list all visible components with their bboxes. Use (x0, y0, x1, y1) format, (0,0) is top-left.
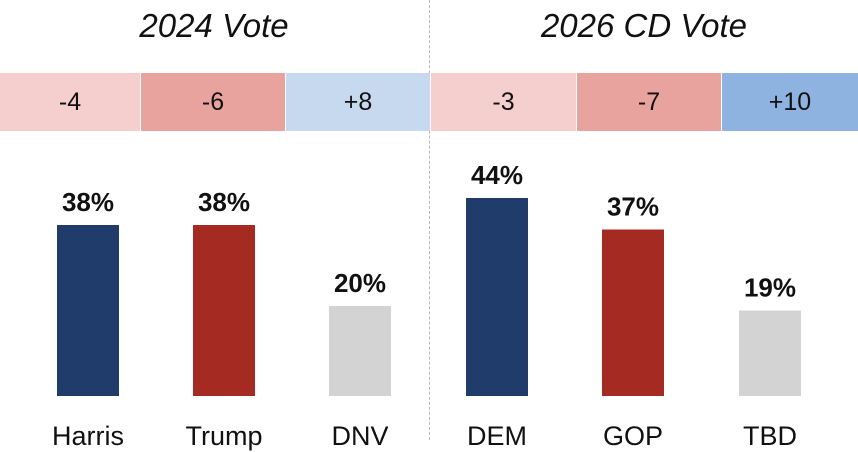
value-label-gop: 37% (607, 192, 659, 222)
value-label-tbd: 19% (744, 273, 796, 303)
bar-dem (466, 198, 528, 396)
category-label-tbd: TBD (743, 421, 797, 451)
left-panel-title: 2024 Vote (139, 7, 289, 44)
value-label-harris: 38% (62, 187, 114, 217)
difference-cell-tbd: +10 (722, 73, 858, 131)
right-panel-title: 2026 CD Vote (540, 7, 748, 44)
value-label-trump: 38% (198, 187, 250, 217)
bar-gop (602, 229, 664, 396)
bar-harris (57, 225, 119, 396)
category-label-gop: GOP (603, 421, 663, 451)
category-label-dem: DEM (467, 421, 527, 451)
category-label-harris: Harris (52, 421, 124, 451)
bar-tbd (739, 310, 801, 396)
category-label-trump: Trump (185, 421, 262, 451)
panel-divider (429, 0, 430, 440)
difference-cell-dem: -3 (431, 73, 576, 131)
bar-dnv (329, 306, 391, 396)
value-label-dem: 44% (471, 160, 523, 190)
difference-cell-dnv: +8 (286, 73, 430, 131)
category-label-dnv: DNV (331, 421, 388, 451)
value-label-dnv: 20% (334, 268, 386, 298)
bar-trump (193, 225, 255, 396)
difference-cell-gop: -7 (577, 73, 721, 131)
difference-cell-harris: -4 (0, 73, 140, 131)
difference-cell-trump: -6 (141, 73, 285, 131)
